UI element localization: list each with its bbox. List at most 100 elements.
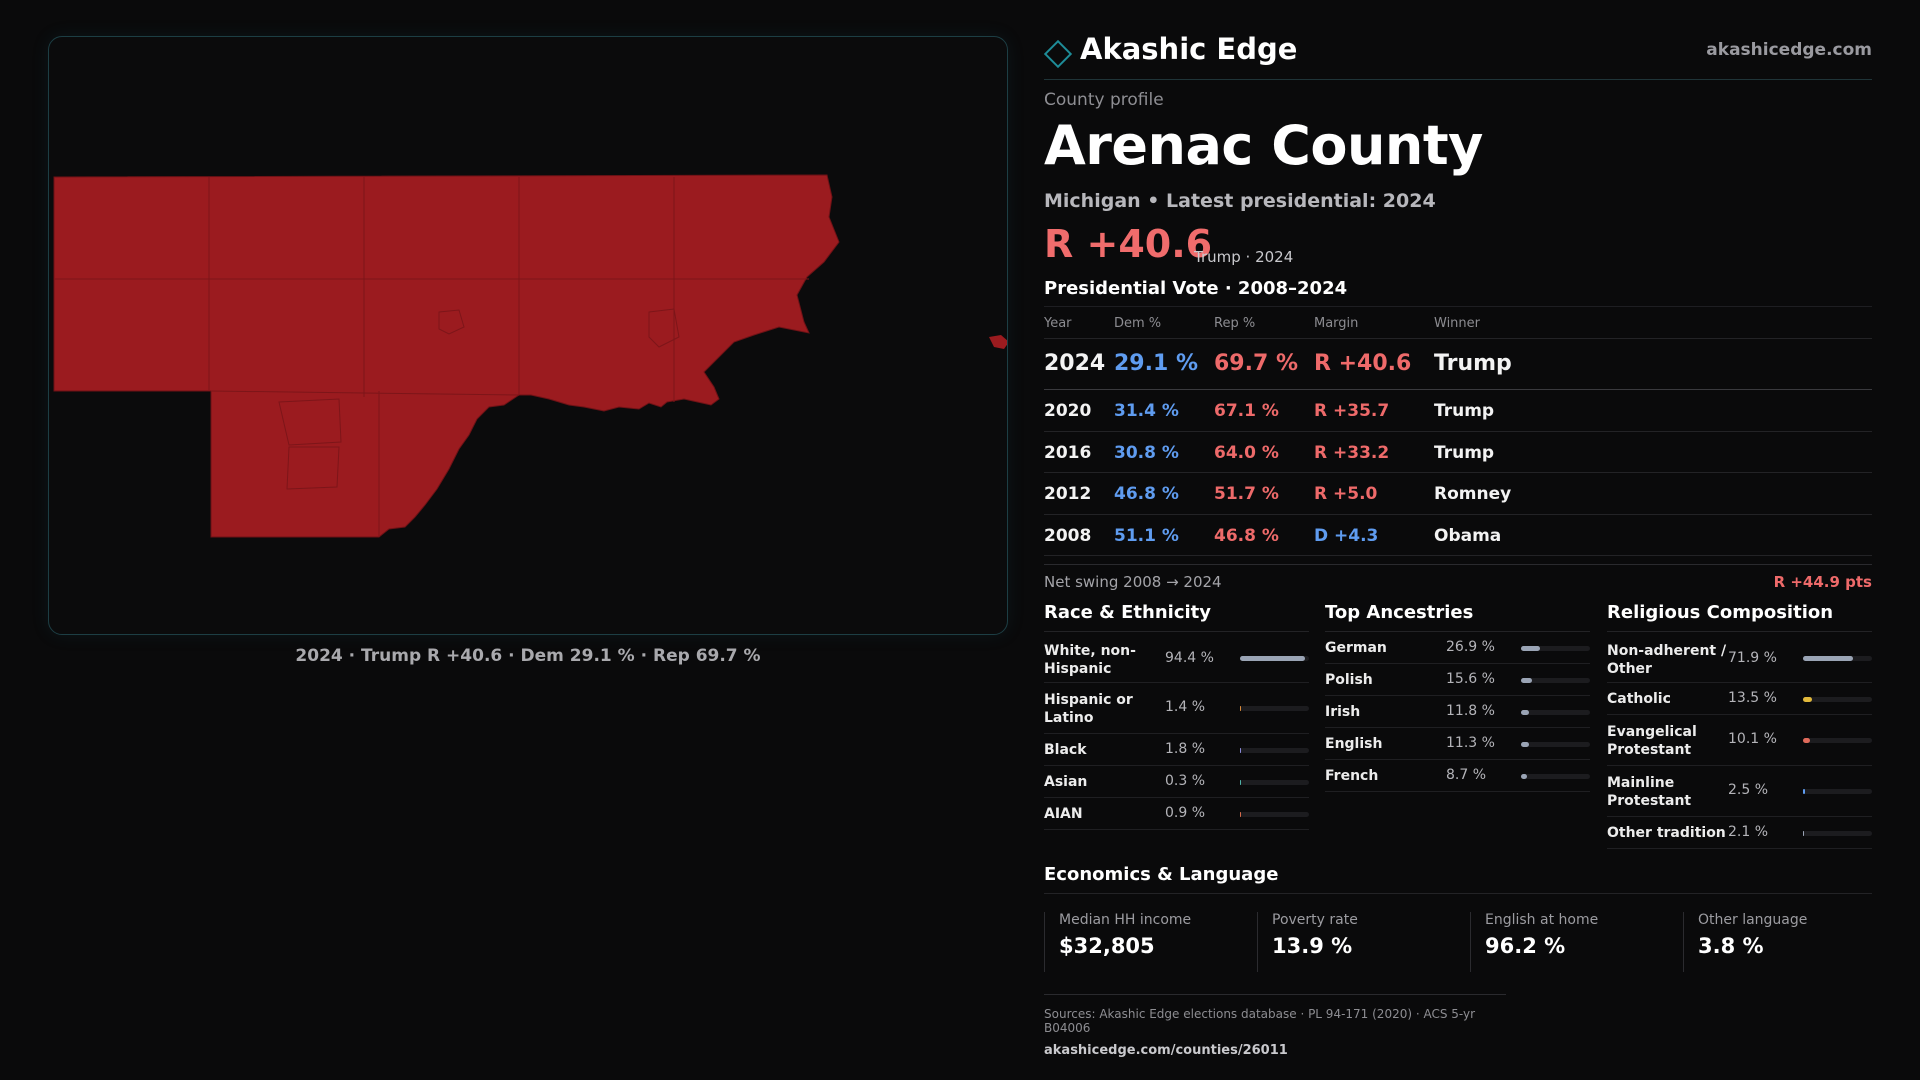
item-label: White, non-Hispanic	[1044, 643, 1136, 677]
header-dem: Dem %	[1114, 316, 1162, 331]
item-label: English	[1325, 736, 1383, 752]
bar-fill	[1240, 812, 1242, 817]
profile-eyebrow: County profile	[1044, 90, 1164, 110]
cell-rep: 51.7 %	[1214, 484, 1279, 504]
table-row[interactable]: 2024 29.1 % 69.7 % R +40.6 Trump	[1044, 339, 1872, 390]
county-map-panel[interactable]	[48, 36, 1008, 635]
economics-title: Economics & Language	[1044, 864, 1279, 885]
headline-note: Trump · 2024	[1194, 248, 1294, 266]
ancestries-block: Top Ancestries German 26.9 % Polish 15.6…	[1325, 600, 1590, 792]
cell-year: 2012	[1044, 484, 1092, 504]
item-bar	[1240, 706, 1309, 711]
cell-margin: R +33.2	[1314, 442, 1390, 463]
item-label: Mainline Protestant	[1607, 775, 1692, 809]
county-shape[interactable]	[53, 174, 840, 538]
island-shape	[989, 335, 1007, 349]
footer: Sources: Akashic Edge elections database…	[1044, 994, 1506, 1058]
item-value: 0.9 %	[1165, 805, 1206, 821]
item-value: 10.1 %	[1728, 731, 1777, 747]
item-bar	[1521, 646, 1590, 651]
item-bar	[1521, 710, 1590, 715]
item-label: French	[1325, 768, 1379, 784]
stat-label: Poverty rate	[1272, 912, 1358, 928]
ancestries-title: Top Ancestries	[1325, 600, 1590, 632]
item-label: Catholic	[1607, 691, 1671, 707]
list-item: Catholic 13.5 %	[1607, 683, 1872, 715]
item-bar	[1803, 656, 1872, 661]
header-winner: Winner	[1434, 316, 1481, 331]
item-bar	[1521, 742, 1590, 747]
bar-fill	[1240, 656, 1306, 661]
item-value: 94.4 %	[1165, 650, 1214, 666]
item-bar	[1803, 697, 1872, 702]
item-value: 8.7 %	[1446, 767, 1487, 783]
list-item: Evangelical Protestant 10.1 %	[1607, 715, 1872, 766]
bar-fill	[1521, 646, 1540, 651]
table-row[interactable]: 2020 31.4 % 67.1 % R +35.7 Trump	[1044, 390, 1872, 432]
race-title: Race & Ethnicity	[1044, 600, 1309, 632]
table-row[interactable]: 2016 30.8 % 64.0 % R +33.2 Trump	[1044, 432, 1872, 473]
item-bar	[1803, 789, 1872, 794]
item-label: Black	[1044, 742, 1087, 758]
item-label: German	[1325, 640, 1387, 656]
item-bar	[1803, 738, 1872, 743]
list-item: Polish 15.6 %	[1325, 664, 1590, 696]
list-item: Asian 0.3 %	[1044, 766, 1309, 798]
item-value: 11.8 %	[1446, 703, 1495, 719]
cell-year: 2020	[1044, 401, 1092, 421]
item-value: 0.3 %	[1165, 773, 1206, 789]
list-item: German 26.9 %	[1325, 632, 1590, 664]
item-label: Evangelical Protestant	[1607, 724, 1697, 758]
table-row[interactable]: 2008 51.1 % 46.8 % D +4.3 Obama	[1044, 515, 1872, 556]
brand-name[interactable]: Akashic Edge	[1080, 32, 1298, 66]
cell-winner: Romney	[1434, 484, 1512, 504]
list-item: French 8.7 %	[1325, 760, 1590, 792]
item-value: 2.5 %	[1728, 782, 1769, 798]
cell-margin: R +40.6	[1314, 351, 1412, 376]
stat-value: $32,805	[1059, 934, 1155, 958]
table-row[interactable]: 2012 46.8 % 51.7 % R +5.0 Romney	[1044, 473, 1872, 515]
cell-winner: Trump	[1434, 401, 1495, 421]
cell-year: 2024	[1044, 351, 1106, 376]
cell-dem: 51.1 %	[1114, 525, 1179, 546]
cell-year: 2008	[1044, 525, 1092, 546]
header-year: Year	[1044, 316, 1072, 331]
stat-median-income: Median HH income $32,805	[1044, 912, 1244, 972]
township-borders	[54, 177, 809, 537]
item-label: AIAN	[1044, 806, 1083, 822]
cell-dem: 46.8 %	[1114, 484, 1179, 504]
cell-dem: 30.8 %	[1114, 442, 1179, 463]
item-bar	[1240, 780, 1309, 785]
stat-label: Other language	[1698, 912, 1808, 928]
county-map[interactable]	[49, 37, 1008, 635]
county-url-link[interactable]: akashicedge.com/counties/26011	[1044, 1043, 1288, 1058]
county-subtitle: Michigan • Latest presidential: 2024	[1044, 190, 1436, 212]
headline-margin: R +40.6	[1044, 222, 1213, 266]
list-item: Non-adherent / Other 71.9 %	[1607, 632, 1872, 683]
list-item: White, non-Hispanic 94.4 %	[1044, 632, 1309, 683]
religion-title: Religious Composition	[1607, 600, 1872, 632]
bar-fill	[1803, 831, 1805, 836]
bar-fill	[1803, 789, 1805, 794]
bar-fill	[1521, 774, 1527, 779]
item-label: Other tradition	[1607, 825, 1726, 841]
vote-table-title: Presidential Vote · 2008–2024	[1044, 278, 1348, 299]
bar-fill	[1803, 656, 1853, 661]
brand-url[interactable]: akashicedge.com	[1706, 40, 1872, 60]
swing-label: Net swing 2008 → 2024	[1044, 573, 1222, 591]
bar-fill	[1521, 678, 1532, 683]
bar-fill	[1240, 748, 1242, 753]
cell-winner: Obama	[1434, 525, 1502, 546]
bar-fill	[1803, 697, 1813, 702]
item-label: Irish	[1325, 704, 1361, 720]
stat-english-home: English at home 96.2 %	[1470, 912, 1670, 972]
item-value: 13.5 %	[1728, 690, 1777, 706]
economics-stats: Median HH income $32,805 Poverty rate 13…	[1044, 893, 1872, 972]
item-value: 71.9 %	[1728, 650, 1777, 666]
item-bar	[1240, 812, 1309, 817]
list-item: Other tradition 2.1 %	[1607, 817, 1872, 849]
net-swing-row: Net swing 2008 → 2024 R +44.9 pts	[1044, 564, 1872, 598]
stat-other-language: Other language 3.8 %	[1683, 912, 1883, 972]
race-ethnicity-block: Race & Ethnicity White, non-Hispanic 94.…	[1044, 600, 1309, 830]
header-rep: Rep %	[1214, 316, 1256, 331]
